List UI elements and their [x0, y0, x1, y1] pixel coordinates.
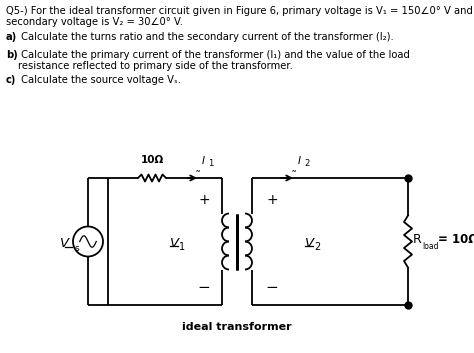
Text: secondary voltage is V₂ = 30∠0° V.: secondary voltage is V₂ = 30∠0° V.	[6, 17, 183, 27]
Text: 1: 1	[208, 159, 213, 168]
Text: resistance reflected to primary side of the transformer.: resistance reflected to primary side of …	[18, 61, 293, 71]
Text: V: V	[171, 237, 180, 250]
Text: Calculate the source voltage Vₛ.: Calculate the source voltage Vₛ.	[18, 75, 181, 85]
Text: I: I	[202, 156, 205, 166]
Text: ideal transformer: ideal transformer	[182, 322, 292, 332]
Text: Q5-) For the ideal transformer circuit given in Figure 6, primary voltage is V₁ : Q5-) For the ideal transformer circuit g…	[6, 6, 473, 16]
Text: Calculate the primary current of the transformer (I₁) and the value of the load: Calculate the primary current of the tra…	[18, 50, 410, 60]
Text: 10Ω: 10Ω	[140, 155, 164, 165]
Text: 1: 1	[179, 241, 185, 251]
Text: b): b)	[6, 50, 18, 60]
Text: V: V	[60, 237, 69, 250]
Text: −: −	[265, 280, 278, 294]
Text: 2: 2	[314, 241, 320, 251]
Text: 2: 2	[304, 159, 309, 168]
Text: I: I	[298, 156, 301, 166]
Text: R: R	[413, 233, 422, 246]
Text: s: s	[75, 244, 80, 253]
Text: load: load	[422, 242, 438, 251]
Text: V: V	[305, 237, 315, 250]
Text: = 10Ω: = 10Ω	[438, 233, 474, 246]
Text: Calculate the turns ratio and the secondary current of the transformer (I₂).: Calculate the turns ratio and the second…	[18, 32, 394, 42]
Text: a): a)	[6, 32, 17, 42]
Text: c): c)	[6, 75, 17, 85]
Text: −: −	[198, 280, 210, 294]
Text: +: +	[198, 193, 210, 207]
Text: +: +	[266, 193, 278, 207]
